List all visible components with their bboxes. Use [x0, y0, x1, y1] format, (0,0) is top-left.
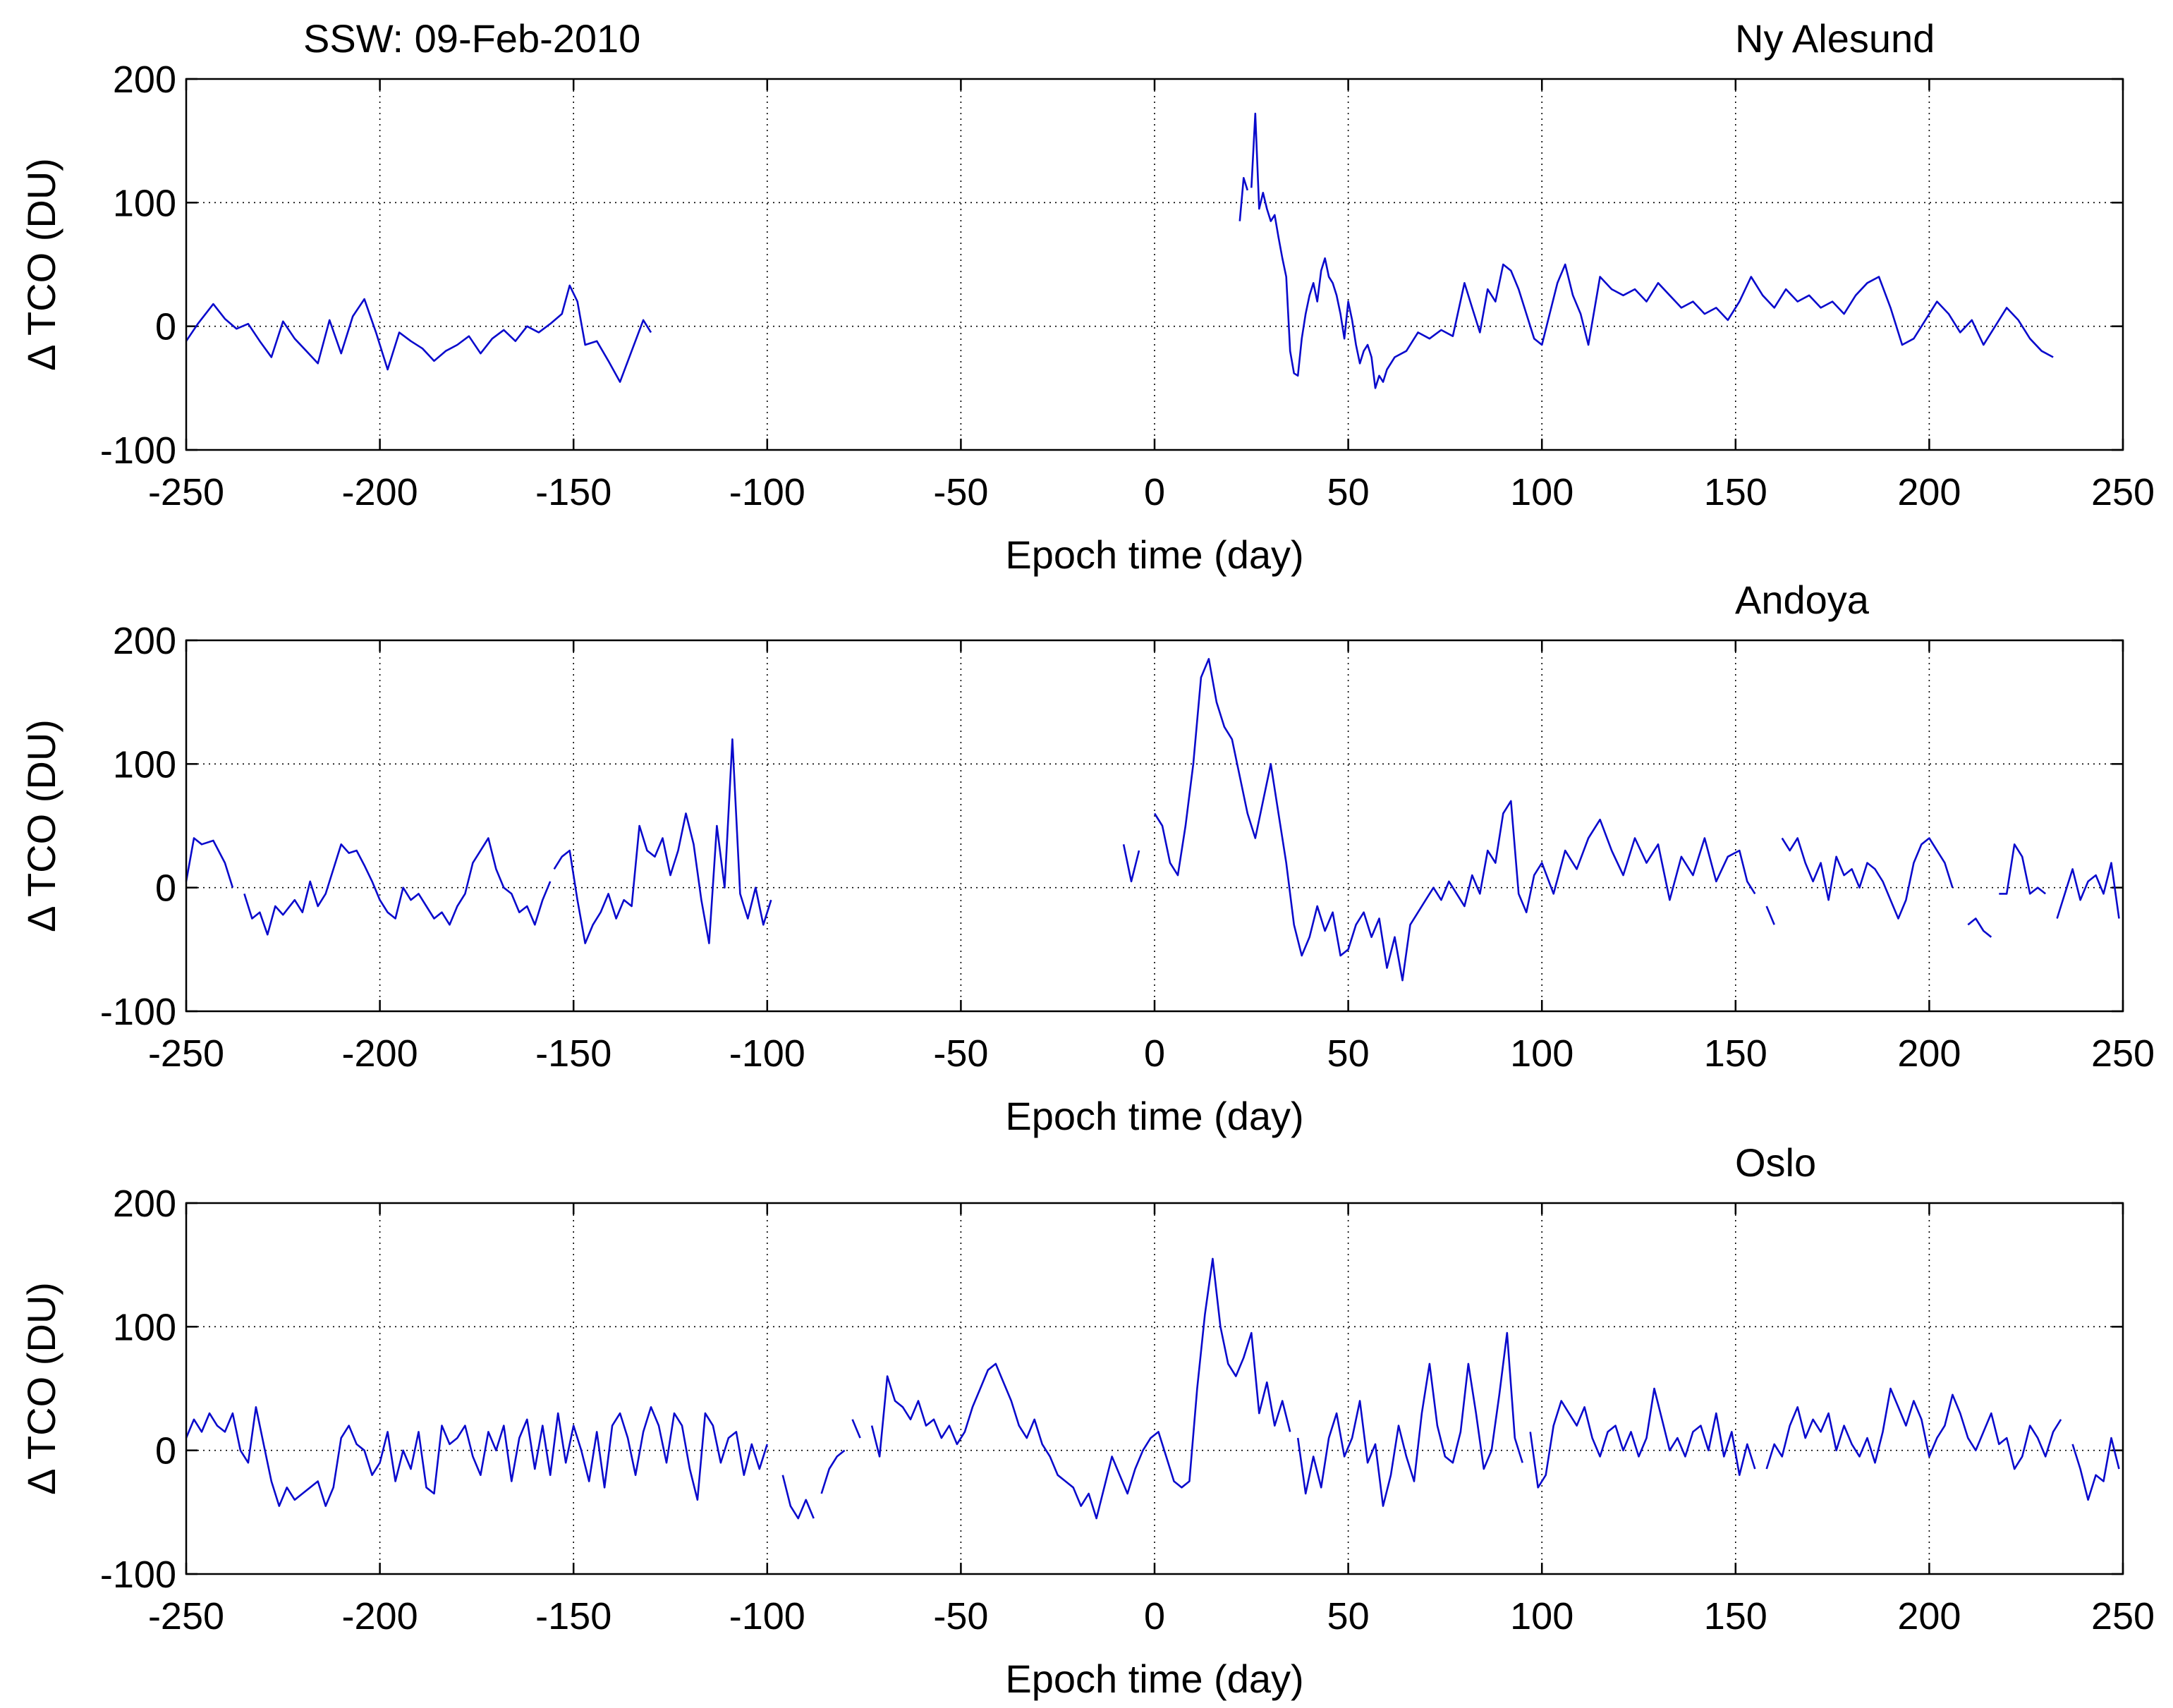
- series-line-segment: [185, 1406, 769, 1507]
- y-tick-label: 0: [155, 867, 176, 910]
- y-tick-label: -100: [100, 1554, 176, 1596]
- series-line-segment: [1296, 1331, 1523, 1507]
- series-line-segment: [820, 1449, 846, 1494]
- x-tick-label: -150: [535, 1595, 611, 1637]
- chart-panel-2: -250 -200 -150 -100 -50 0 50 100 150 200 250 -100 0 1…: [19, 578, 2155, 1138]
- series-line-segment: [1765, 1387, 2062, 1470]
- chart-panel-3: -250 -200 -150 -100 -50 0 50 100 150 200 250 -100 0 1…: [19, 1140, 2155, 1701]
- x-tick-label: -50: [933, 1595, 988, 1637]
- x-tick-label: 150: [1704, 471, 1767, 513]
- series-line-segment: [1967, 917, 1992, 938]
- plot-frame: [185, 639, 2124, 1013]
- plot-frame: [185, 1202, 2124, 1575]
- x-tick-label: 50: [1327, 471, 1370, 513]
- series-line-segment: [185, 284, 652, 383]
- y-tick-label: -100: [100, 991, 176, 1033]
- x-axis-label: Epoch time (day): [1005, 1657, 1303, 1701]
- y-tick-label: 200: [113, 1183, 176, 1225]
- x-tick-label: 0: [1144, 1032, 1165, 1075]
- x-tick-label: -100: [729, 471, 805, 513]
- x-tick-label: -200: [342, 1032, 418, 1075]
- series-line-segment: [1238, 177, 1249, 221]
- x-tick-label: 0: [1144, 471, 1165, 513]
- series-line-segment: [1999, 843, 2047, 895]
- series-line-segment: [1765, 905, 1775, 925]
- x-tick-label: -100: [729, 1032, 805, 1075]
- series-line-segment: [1122, 844, 1140, 883]
- x-tick-label: -100: [729, 1595, 805, 1637]
- x-tick-label: 150: [1704, 1032, 1767, 1075]
- x-axis-label: Epoch time (day): [1005, 1094, 1303, 1138]
- y-tick-label: 100: [113, 182, 176, 224]
- station-title: Ny Alesund: [1735, 16, 1935, 61]
- y-tick-label: -100: [100, 429, 176, 472]
- series-line-segment: [185, 837, 234, 889]
- series-line-segment: [2056, 862, 2120, 919]
- series-line-segment: [1153, 658, 1756, 982]
- x-tick-label: -50: [933, 471, 988, 513]
- x-tick-label: 150: [1704, 1595, 1767, 1637]
- x-tick-label: -200: [342, 1595, 418, 1637]
- x-tick-label: 100: [1510, 1032, 1574, 1075]
- plot-frame: [185, 78, 2124, 451]
- series-line-segment: [1250, 112, 2054, 389]
- y-tick-label: 100: [113, 1306, 176, 1348]
- x-tick-label: 250: [2091, 1595, 2155, 1637]
- y-tick-label: 100: [113, 743, 176, 786]
- figure-title: SSW: 09-Feb-2010: [303, 16, 640, 61]
- series-line-segment: [1529, 1387, 1756, 1489]
- x-tick-label: -150: [535, 1032, 611, 1075]
- x-tick-label: 50: [1327, 1595, 1370, 1637]
- station-title: Andoya: [1735, 578, 1870, 622]
- x-tick-label: -250: [148, 1595, 224, 1637]
- station-title: Oslo: [1735, 1140, 1816, 1185]
- x-tick-label: 200: [1897, 1595, 1961, 1637]
- series-line-segment: [553, 738, 772, 944]
- x-tick-label: 250: [2091, 1032, 2155, 1075]
- x-tick-label: -150: [535, 471, 611, 513]
- series-line-segment: [243, 837, 552, 936]
- x-tick-label: 100: [1510, 471, 1574, 513]
- series-line-segment: [1781, 837, 1954, 920]
- x-tick-label: -50: [933, 1032, 988, 1075]
- x-tick-label: 200: [1897, 471, 1961, 513]
- x-tick-label: -250: [148, 471, 224, 513]
- series-line-segment: [781, 1475, 815, 1520]
- y-axis-label: Δ TCO (DU): [19, 158, 63, 371]
- x-tick-label: 100: [1510, 1595, 1574, 1637]
- panels: -250 -200 -150 -100 -50 0 50 100 150 200 250 -100 0 1…: [19, 16, 2155, 1701]
- x-tick-label: -200: [342, 471, 418, 513]
- x-tick-label: 200: [1897, 1032, 1961, 1075]
- y-tick-label: 0: [155, 306, 176, 348]
- x-tick-label: -250: [148, 1032, 224, 1075]
- y-tick-label: 0: [155, 1430, 176, 1472]
- x-tick-label: 50: [1327, 1032, 1370, 1075]
- x-tick-label: 250: [2091, 471, 2155, 513]
- y-axis-label: Δ TCO (DU): [19, 719, 63, 932]
- x-tick-label: 0: [1144, 1595, 1165, 1637]
- chart-panel-1: -250 -200 -150 -100 -50 0 50 100 150 200 250 -100 0 1…: [19, 16, 2155, 577]
- series-line-segment: [2071, 1436, 2120, 1501]
- series-line-segment: [870, 1257, 1291, 1520]
- y-tick-label: 200: [113, 59, 176, 101]
- series-line-segment: [851, 1419, 861, 1439]
- x-axis-label: Epoch time (day): [1005, 532, 1303, 577]
- y-tick-label: 200: [113, 620, 176, 662]
- y-axis-label: Δ TCO (DU): [19, 1282, 63, 1495]
